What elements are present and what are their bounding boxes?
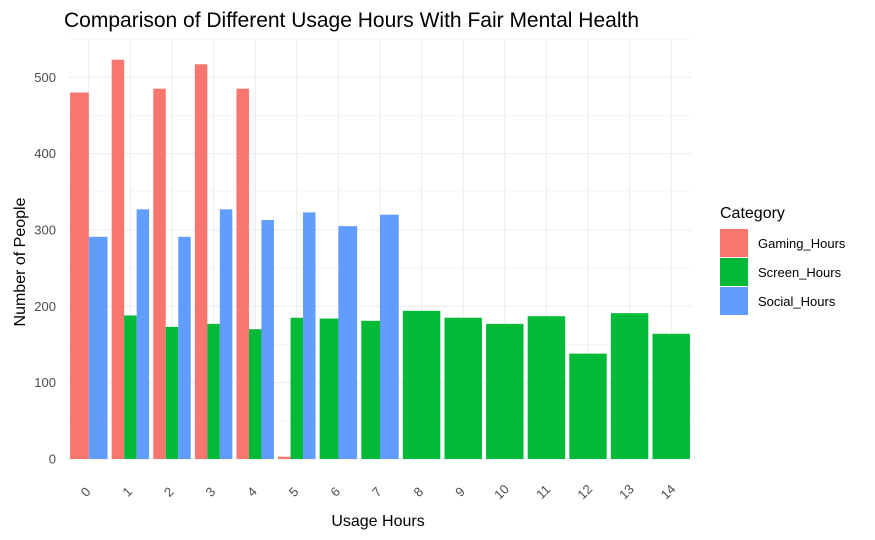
bar-screen-hours-3 [207,323,220,459]
x-tick-label: 14 [658,481,679,502]
bar-social-hours-2 [178,236,191,459]
x-tick-label: 1 [119,484,135,500]
y-tick-label: 500 [34,70,56,85]
legend-label: Screen_Hours [758,265,842,280]
bar-screen-hours-11 [527,316,566,459]
bar-gaming-hours-1 [111,59,125,459]
bar-gaming-hours-0 [70,92,89,460]
bar-screen-hours-2 [165,326,179,459]
x-tick-label: 10 [491,481,512,502]
bar-social-hours-3 [219,209,233,459]
legend-swatch-screen-hours [720,258,748,286]
y-tick-label: 200 [34,299,56,314]
chart-title: Comparison of Different Usage Hours With… [64,9,639,32]
bar-screen-hours-12 [569,353,607,459]
legend: Category Gaming_Hours Screen_Hours Social_… [720,205,846,315]
x-tick-label: 12 [574,481,595,502]
bar-screen-hours-6 [319,318,339,459]
bar-gaming-hours-2 [153,88,166,459]
bar-gaming-hours-4 [236,88,249,459]
bar-screen-hours-10 [486,323,524,459]
x-tick-label: 13 [616,481,637,502]
y-axis-label: Number of People [12,197,29,326]
bar-screen-hours-5 [290,317,304,459]
bars [70,59,690,460]
x-tick-label: 11 [533,482,553,502]
y-tick-label: 400 [34,146,56,161]
legend-label: Gaming_Hours [758,236,846,251]
x-axis-ticks: 0 1 2 3 4 5 6 7 8 9 10 11 12 13 14 [78,481,679,502]
bar-gaming-hours-5 [278,456,291,459]
bar-screen-hours-1 [124,315,137,459]
y-tick-label: 100 [34,375,56,390]
bar-social-hours-1 [136,209,150,459]
bar-social-hours-6 [338,226,358,459]
bar-social-hours-4 [261,220,274,459]
x-tick-label: 5 [286,484,302,500]
bar-screen-hours-7 [361,320,380,459]
x-tick-label: 2 [161,484,177,500]
x-tick-label: 0 [78,484,94,500]
legend-title: Category [720,205,785,222]
legend-label: Social_Hours [758,294,836,309]
y-axis-ticks: 0 100 200 300 400 500 [34,70,56,467]
x-tick-label: 8 [411,484,427,500]
bar-screen-hours-8 [402,310,441,459]
bar-screen-hours-13 [610,313,649,459]
legend-swatch-social-hours [720,287,748,315]
x-tick-label: 6 [327,484,343,500]
x-tick-label: 7 [369,484,385,500]
bar-screen-hours-14 [652,333,690,459]
bar-social-hours-0 [88,236,108,459]
bar-screen-hours-4 [248,329,262,459]
legend-swatch-gaming-hours [720,229,748,257]
bar-screen-hours-9 [444,317,482,459]
bar-social-hours-7 [380,214,399,459]
x-axis-label: Usage Hours [331,513,424,530]
y-tick-label: 0 [49,452,56,467]
y-tick-label: 300 [34,222,56,237]
x-tick-label: 3 [203,484,219,500]
x-tick-label: 9 [452,484,468,500]
bar-social-hours-5 [303,212,316,459]
bar-gaming-hours-3 [194,64,208,459]
x-tick-label: 4 [244,484,260,500]
